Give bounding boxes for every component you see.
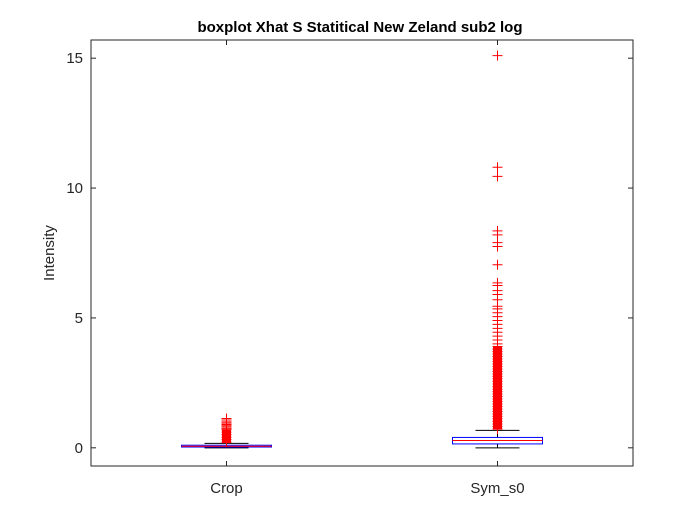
outlier-marker [492,277,503,288]
axes-frame [90,39,634,467]
y-tick-label: 5 [75,310,83,327]
plot-area: 0 5 10 15 Crop Sym_s0 [66,39,634,497]
outlier-marker [492,50,503,61]
outlier-marker [492,424,503,435]
y-axis-label: Intensity [41,225,58,281]
x-tick-label: Sym_s0 [470,480,524,497]
y-tick-label: 0 [75,440,83,457]
outlier-marker [492,259,503,270]
chart-title: boxplot Xhat S Statitical New Zeland sub… [197,19,522,36]
outlier-marker [492,162,503,173]
y-tick-label: 10 [66,180,83,197]
outlier-marker [221,437,232,448]
outlier-marker [492,225,503,236]
outlier-marker [492,171,503,182]
outlier-marker [221,413,232,424]
y-tick-label: 15 [66,50,83,67]
x-tick-label: Crop [210,480,243,497]
